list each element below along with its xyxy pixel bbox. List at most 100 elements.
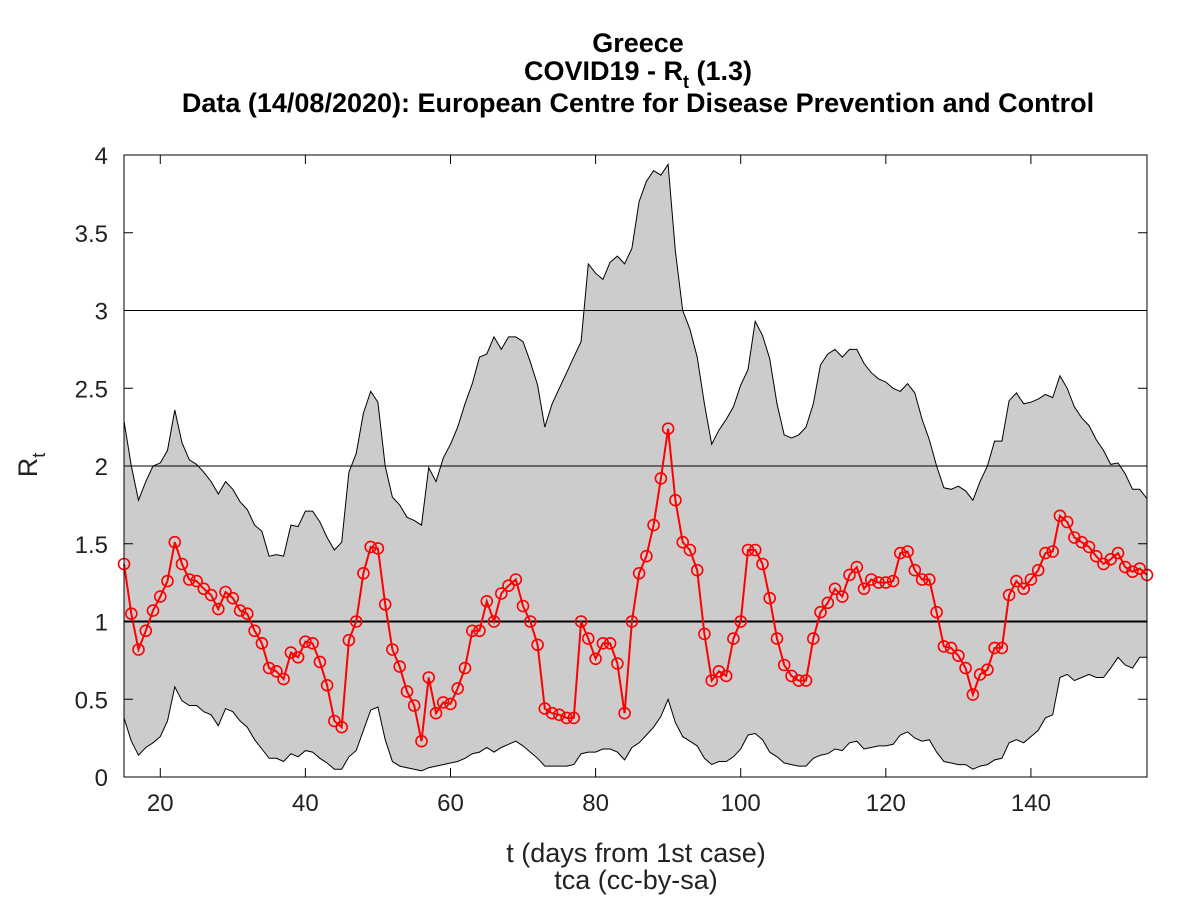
data-point [378,598,392,611]
data-point [1111,546,1125,560]
axes: 20 40 60 80 100 120 140 0 0.5 1 1.5 2 2.5 3 3.5 4 [75,143,1148,817]
data-point [429,706,443,720]
x-tick-label: 140 [1011,790,1051,817]
data-point [212,602,225,616]
data-point [1031,563,1045,577]
y-tick-label: 3.5 [75,221,108,248]
data-point [792,674,806,687]
band-upper-edge [123,162,1148,557]
data-point [814,605,827,619]
y-tick-label: 1 [95,610,108,637]
data-point [516,599,530,613]
data-point [233,604,247,617]
data-point [930,605,943,619]
data-point [683,543,697,557]
data-point [843,568,856,582]
y-tick-label: 1.5 [75,532,108,559]
data-point [581,632,595,645]
data-point [132,643,145,656]
data-point [988,641,1001,655]
x-axis-label: t (days from 1st case) [506,838,766,868]
data-point [1060,515,1074,529]
data-point [255,636,269,650]
data-point [748,543,762,557]
data-point [981,663,994,677]
data-point [806,632,820,645]
x-tick-label: 100 [721,790,761,817]
data-point [567,711,581,725]
data-point [154,590,167,603]
data-point [632,566,646,580]
title-source: Data (14/08/2020): European Centre for D… [182,88,1094,118]
data-point [1024,573,1038,586]
band-area [124,164,1147,771]
data-point [857,582,871,596]
data-point [886,574,900,588]
y-tick-label: 2 [95,454,108,481]
credit-label: tca (cc-by-sa) [554,865,718,895]
confidence-band [123,162,1148,772]
title-metric-prefix: COVID19 - R [524,56,683,86]
data-point [494,587,508,600]
y-axis-label-main: R [13,458,43,478]
data-point [937,640,951,653]
data-point [480,594,494,608]
y-tick-label: 0 [95,765,108,792]
x-tick-label: 60 [437,790,464,817]
data-point [1089,549,1103,563]
data-point [1039,546,1052,560]
data-point [835,590,849,603]
data-point [952,649,965,663]
data-point [821,596,835,610]
data-point [734,615,748,628]
data-point [893,546,907,560]
data-point [183,573,196,586]
y-axis-label-subscript: t [29,453,49,458]
data-point [611,657,624,670]
data-point [241,607,254,621]
data-point [386,643,399,656]
data-point [342,633,356,647]
data-point [335,720,349,734]
data-point [226,591,240,605]
title-metric: COVID19 - Rt (1.3) [524,56,752,92]
data-point [400,685,414,698]
data-point [371,542,385,555]
reference-lines [124,310,1147,623]
data-point [422,671,436,684]
data-point [1053,509,1067,523]
series-line [123,428,1148,742]
y-tick-label: 0.5 [75,687,108,714]
data-point [741,543,755,557]
data-point [509,573,523,586]
data-point [458,661,472,675]
data-point [625,615,639,628]
y-axis-label: Rt [13,453,49,478]
data-point [139,624,153,638]
data-point [995,641,1009,655]
data-point [799,674,813,687]
data-point [640,549,653,563]
x-tick-label: 80 [582,790,609,817]
data-point [661,422,675,436]
data-point [291,650,305,664]
data-point [531,638,544,652]
data-point [299,635,312,649]
data-point [306,636,319,650]
x-tick-label: 120 [866,790,906,817]
data-point [168,535,182,549]
data-point [705,674,719,687]
data-point [1104,552,1117,566]
data-point [959,661,972,675]
y-tick-label: 2.5 [75,376,108,403]
data-point [966,688,980,701]
data-point [320,678,334,692]
y-tick-label: 4 [95,143,108,170]
title-metric-subscript: t [683,72,689,92]
data-point [545,706,559,720]
data-point [204,588,218,602]
data-point [603,636,617,650]
data-point [349,615,363,628]
data-point [915,573,929,586]
